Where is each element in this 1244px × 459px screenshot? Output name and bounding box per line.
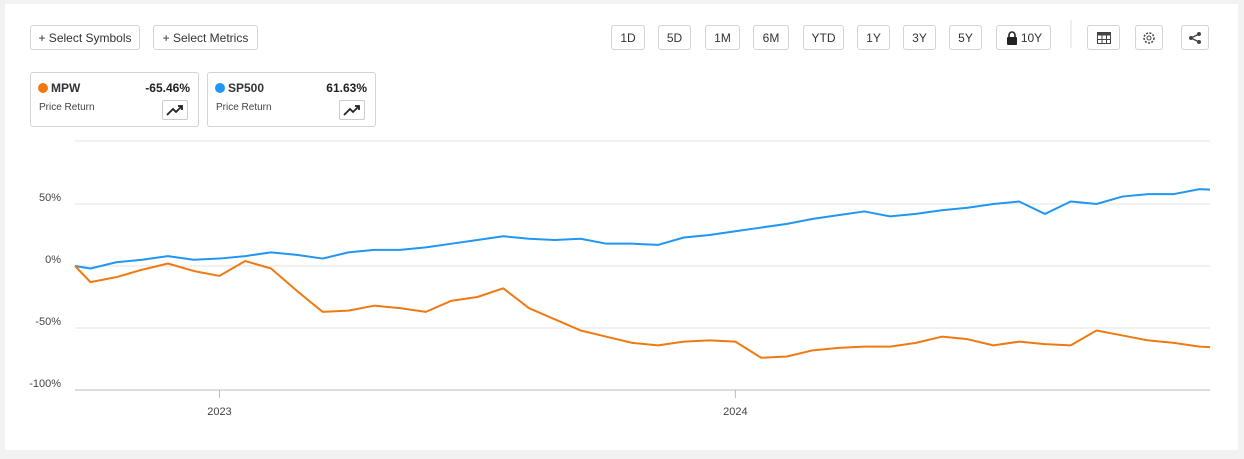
select-symbols-button[interactable]: + Select Symbols — [30, 25, 140, 50]
chart: -100% -50% 0% 50% 2023 2024 — [29, 20, 1211, 418]
y-tick-label: -100% — [29, 378, 61, 390]
legend-change: 61.63% — [326, 81, 367, 95]
range-button[interactable]: 5Y — [949, 25, 982, 50]
select-metrics-button[interactable]: + Select Metrics — [153, 25, 258, 50]
share-button[interactable] — [1181, 25, 1209, 50]
table-icon — [1096, 31, 1111, 44]
x-tick-label: 2023 — [207, 406, 231, 418]
legend-metric: Price Return — [39, 102, 95, 113]
range-label: 3Y — [912, 30, 927, 45]
legend-metric: Price Return — [216, 102, 272, 113]
range-label: 5D — [666, 30, 683, 45]
share-icon — [1189, 31, 1201, 44]
range-label: 1Y — [866, 30, 881, 45]
range-label: 10Y — [1020, 30, 1043, 45]
table-button[interactable] — [1087, 25, 1120, 50]
range-button[interactable]: 3Y — [903, 25, 936, 50]
legend-dot — [38, 83, 48, 93]
range-button[interactable]: 1M — [705, 25, 740, 50]
panel: -100% -50% 0% 50% 2023 2024 + Select Symbols … — [5, 4, 1238, 450]
legend-name: MPW — [51, 81, 81, 95]
series-line — [74, 188, 1211, 270]
range-button[interactable]: 5D — [658, 25, 691, 50]
legend-card[interactable]: SP500 61.63% Price Return — [207, 72, 376, 127]
range-button[interactable]: 1Y — [857, 25, 890, 50]
y-tick-label: 50% — [39, 192, 61, 204]
range-button[interactable]: 6M — [753, 25, 789, 50]
range-label: 1D — [620, 30, 636, 45]
range-label: YTD — [811, 30, 836, 45]
series-line — [74, 260, 1211, 359]
trend-button[interactable] — [162, 100, 188, 120]
range-button[interactable]: YTD — [803, 25, 844, 50]
legend-card[interactable]: MPW -65.46% Price Return — [30, 72, 199, 127]
legend-change: -65.46% — [145, 81, 190, 95]
legend-dot — [215, 83, 225, 93]
legend-name: SP500 — [228, 81, 265, 95]
y-tick-label: -50% — [35, 316, 61, 328]
range-button[interactable]: 1D — [611, 25, 645, 50]
trend-button[interactable] — [339, 100, 365, 120]
x-tick-label: 2024 — [723, 406, 747, 418]
range-label: 1M — [714, 30, 731, 45]
range-button[interactable]: 10Y — [996, 25, 1051, 50]
range-label: 6M — [762, 30, 780, 45]
settings-button[interactable] — [1135, 25, 1163, 50]
lock-icon — [1006, 30, 1017, 45]
trend-icon — [343, 105, 360, 116]
range-label: 5Y — [958, 30, 973, 45]
settings-icon — [1143, 31, 1155, 44]
y-tick-label: 0% — [45, 254, 61, 266]
trend-icon — [166, 105, 183, 116]
